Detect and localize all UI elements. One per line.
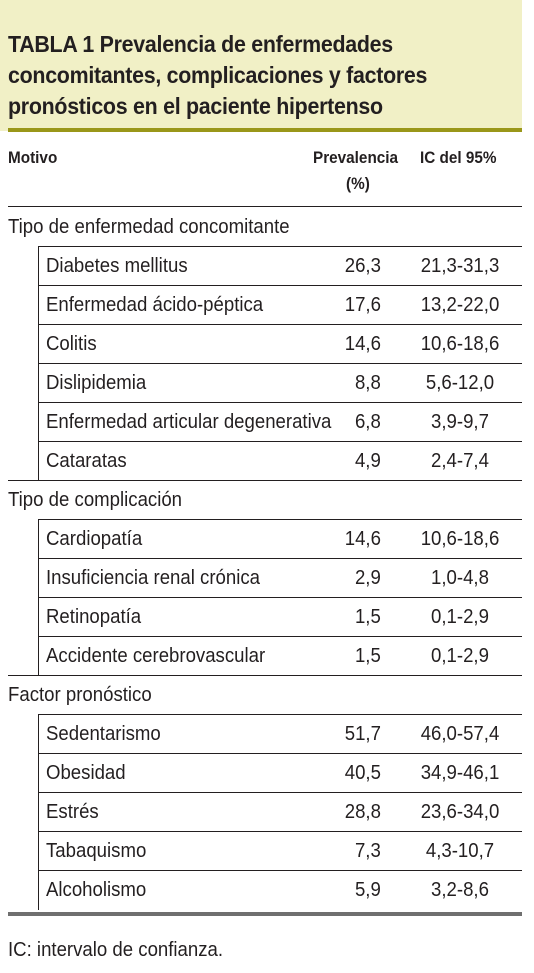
row-label: Diabetes mellitus (46, 255, 188, 277)
confidence-interval: 34,9-46,1 (420, 762, 500, 784)
section-separator (8, 675, 522, 676)
confidence-interval: 21,3-31,3 (420, 255, 500, 277)
indent-line (38, 246, 39, 481)
section-separator (8, 480, 522, 481)
footnote: IC: intervalo de confianza. (8, 939, 224, 961)
prevalence-value: 5,9 (355, 879, 381, 901)
table-row: Enfermedad ácido-péptica 17,6 13,2-22,0 (0, 286, 534, 325)
confidence-interval: 23,6-34,0 (420, 801, 500, 823)
prevalence-value: 14,6 (344, 333, 381, 355)
section-label: Tipo de complicación (8, 489, 183, 511)
confidence-interval: 46,0-57,4 (420, 723, 500, 745)
confidence-interval: 10,6-18,6 (420, 528, 500, 550)
row-separator (38, 246, 522, 247)
row-label: Tabaquismo (46, 840, 147, 862)
row-separator (38, 597, 522, 598)
prevalence-value: 51,7 (344, 723, 381, 745)
section-row: Tipo de enfermedad concomitante (0, 208, 534, 247)
table-title-box: TABLA 1 Prevalencia de enfermedades conc… (0, 0, 522, 131)
row-label: Retinopatía (46, 606, 142, 628)
bottom-rule (8, 912, 522, 916)
confidence-interval: 1,0-4,8 (431, 567, 489, 589)
section-label: Tipo de enfermedad concomitante (8, 216, 290, 238)
row-separator (38, 285, 522, 286)
row-separator (38, 753, 522, 754)
row-label: Cardiopatía (46, 528, 143, 550)
row-label: Enfermedad ácido-péptica (46, 294, 264, 316)
confidence-interval: 10,6-18,6 (420, 333, 500, 355)
prevalence-value: 28,8 (344, 801, 381, 823)
prevalence-value: 40,5 (344, 762, 381, 784)
table-row: Alcoholismo 5,9 3,2-8,6 (0, 871, 534, 910)
prevalence-value: 7,3 (355, 840, 381, 862)
prevalence-value: 2,9 (355, 567, 381, 589)
confidence-interval: 4,3-10,7 (425, 840, 495, 862)
table-row: Insuficiencia renal crónica 2,9 1,0-4,8 (0, 559, 534, 598)
table-row: Dislipidemia 8,8 5,6-12,0 (0, 364, 534, 403)
table-row: Retinopatía 1,5 0,1-2,9 (0, 598, 534, 637)
row-separator (38, 792, 522, 793)
table-row: Sedentarismo 51,7 46,0-57,4 (0, 715, 534, 754)
table-row: Obesidad 40,5 34,9-46,1 (0, 754, 534, 793)
prevalence-value: 14,6 (344, 528, 381, 550)
prevalence-value: 17,6 (344, 294, 381, 316)
indent-line (38, 519, 39, 676)
prevalence-value: 8,8 (355, 372, 381, 394)
row-label: Alcoholismo (46, 879, 147, 901)
prevalence-value: 4,9 (355, 450, 381, 472)
table-row: Diabetes mellitus 26,3 21,3-31,3 (0, 247, 534, 286)
header-ic: IC del 95% (420, 148, 497, 167)
header-prevalencia: Prevalencia (313, 148, 399, 167)
section-label: Factor pronóstico (8, 684, 152, 706)
confidence-interval: 0,1-2,9 (431, 645, 489, 667)
table-row: Accidente cerebrovascular 1,5 0,1-2,9 (0, 637, 534, 676)
row-separator (38, 831, 522, 832)
table-title: TABLA 1 Prevalencia de enfermedades conc… (8, 29, 486, 122)
table-row: Cataratas 4,9 2,4-7,4 (0, 442, 534, 481)
row-label: Sedentarismo (46, 723, 161, 745)
confidence-interval: 3,2-8,6 (431, 879, 489, 901)
confidence-interval: 13,2-22,0 (420, 294, 500, 316)
title-rule (8, 128, 522, 132)
row-label: Enfermedad articular degenerativa (46, 411, 332, 433)
prevalence-value: 6,8 (355, 411, 381, 433)
confidence-interval: 0,1-2,9 (431, 606, 489, 628)
confidence-interval: 3,9-9,7 (431, 411, 489, 433)
row-separator (38, 558, 522, 559)
section-row: Factor pronóstico (0, 676, 534, 715)
section-row: Tipo de complicación (0, 481, 534, 520)
row-label: Estrés (46, 801, 99, 823)
row-label: Colitis (46, 333, 97, 355)
table-row: Tabaquismo 7,3 4,3-10,7 (0, 832, 534, 871)
row-label: Insuficiencia renal crónica (46, 567, 261, 589)
table-title-line: pronósticos en el paciente hipertenso (8, 93, 383, 119)
row-label: Accidente cerebrovascular (46, 645, 266, 667)
row-separator (38, 519, 522, 520)
header-motivo: Motivo (8, 148, 58, 167)
row-label: Cataratas (46, 450, 127, 472)
table-row: Estrés 28,8 23,6-34,0 (0, 793, 534, 832)
row-separator (38, 363, 522, 364)
header-prevalencia-unit: (%) (346, 174, 370, 193)
table-title-line: TABLA 1 Prevalencia de enfermedades (8, 31, 393, 57)
row-separator (38, 402, 522, 403)
prevalence-value: 1,5 (355, 606, 381, 628)
confidence-interval: 5,6-12,0 (425, 372, 495, 394)
header-rule (8, 206, 522, 207)
prevalence-value: 1,5 (355, 645, 381, 667)
table-title-line: concomitantes, complicaciones y factores (8, 62, 428, 88)
row-separator (38, 636, 522, 637)
confidence-interval: 2,4-7,4 (431, 450, 489, 472)
indent-line (38, 714, 39, 910)
table-row: Cardiopatía 14,6 10,6-18,6 (0, 520, 534, 559)
table-row: Enfermedad articular degenerativa 6,8 3,9-… (0, 403, 534, 442)
prevalence-value: 26,3 (344, 255, 381, 277)
row-separator (38, 714, 522, 715)
row-label: Dislipidemia (46, 372, 147, 394)
table-row: Colitis 14,6 10,6-18,6 (0, 325, 534, 364)
row-separator (38, 324, 522, 325)
row-label: Obesidad (46, 762, 126, 784)
row-separator (38, 441, 522, 442)
row-separator (38, 870, 522, 871)
